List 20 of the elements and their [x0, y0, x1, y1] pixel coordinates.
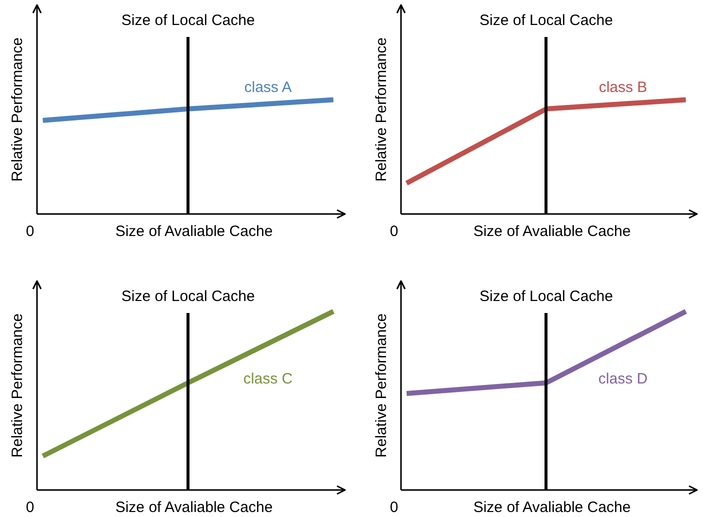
text: 0 [26, 499, 34, 516]
series-label: class A [244, 79, 292, 96]
y-axis-title: Relative Performance [373, 313, 390, 458]
series-label: class D [598, 370, 648, 388]
x-axis-title: Size of Avaliable Cache [115, 499, 273, 516]
series-label: class B [598, 79, 648, 96]
x-axis-title: Size of Avaliable Cache [473, 499, 631, 516]
text: Size of Local Cache [479, 12, 613, 30]
series-label: class C [243, 370, 293, 388]
text: Size of Local Cache [121, 12, 255, 30]
text: Size of Local Cache [121, 288, 255, 306]
text: 0 [390, 499, 398, 516]
text: 0 [390, 223, 398, 240]
text: 0 [26, 223, 34, 240]
x-axis-title: Size of Avaliable Cache [473, 223, 631, 240]
y-axis-title: Relative Performance [9, 313, 26, 458]
text: Size of Local Cache [479, 288, 613, 306]
y-axis-title: Relative Performance [373, 37, 390, 182]
x-axis-title: Size of Avaliable Cache [115, 223, 273, 240]
y-axis-title: Relative Performance [9, 37, 26, 182]
